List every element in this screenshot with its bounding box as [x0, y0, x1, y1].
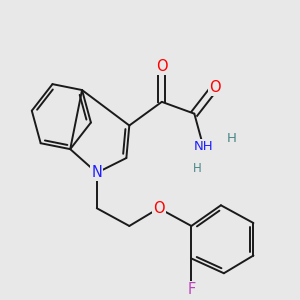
- Text: N: N: [92, 165, 102, 180]
- Text: O: O: [209, 80, 221, 94]
- Text: O: O: [156, 59, 168, 74]
- Text: F: F: [187, 282, 196, 297]
- Text: H: H: [193, 162, 202, 175]
- Text: H: H: [226, 132, 236, 145]
- Text: O: O: [153, 201, 165, 216]
- Text: NH: NH: [194, 140, 213, 153]
